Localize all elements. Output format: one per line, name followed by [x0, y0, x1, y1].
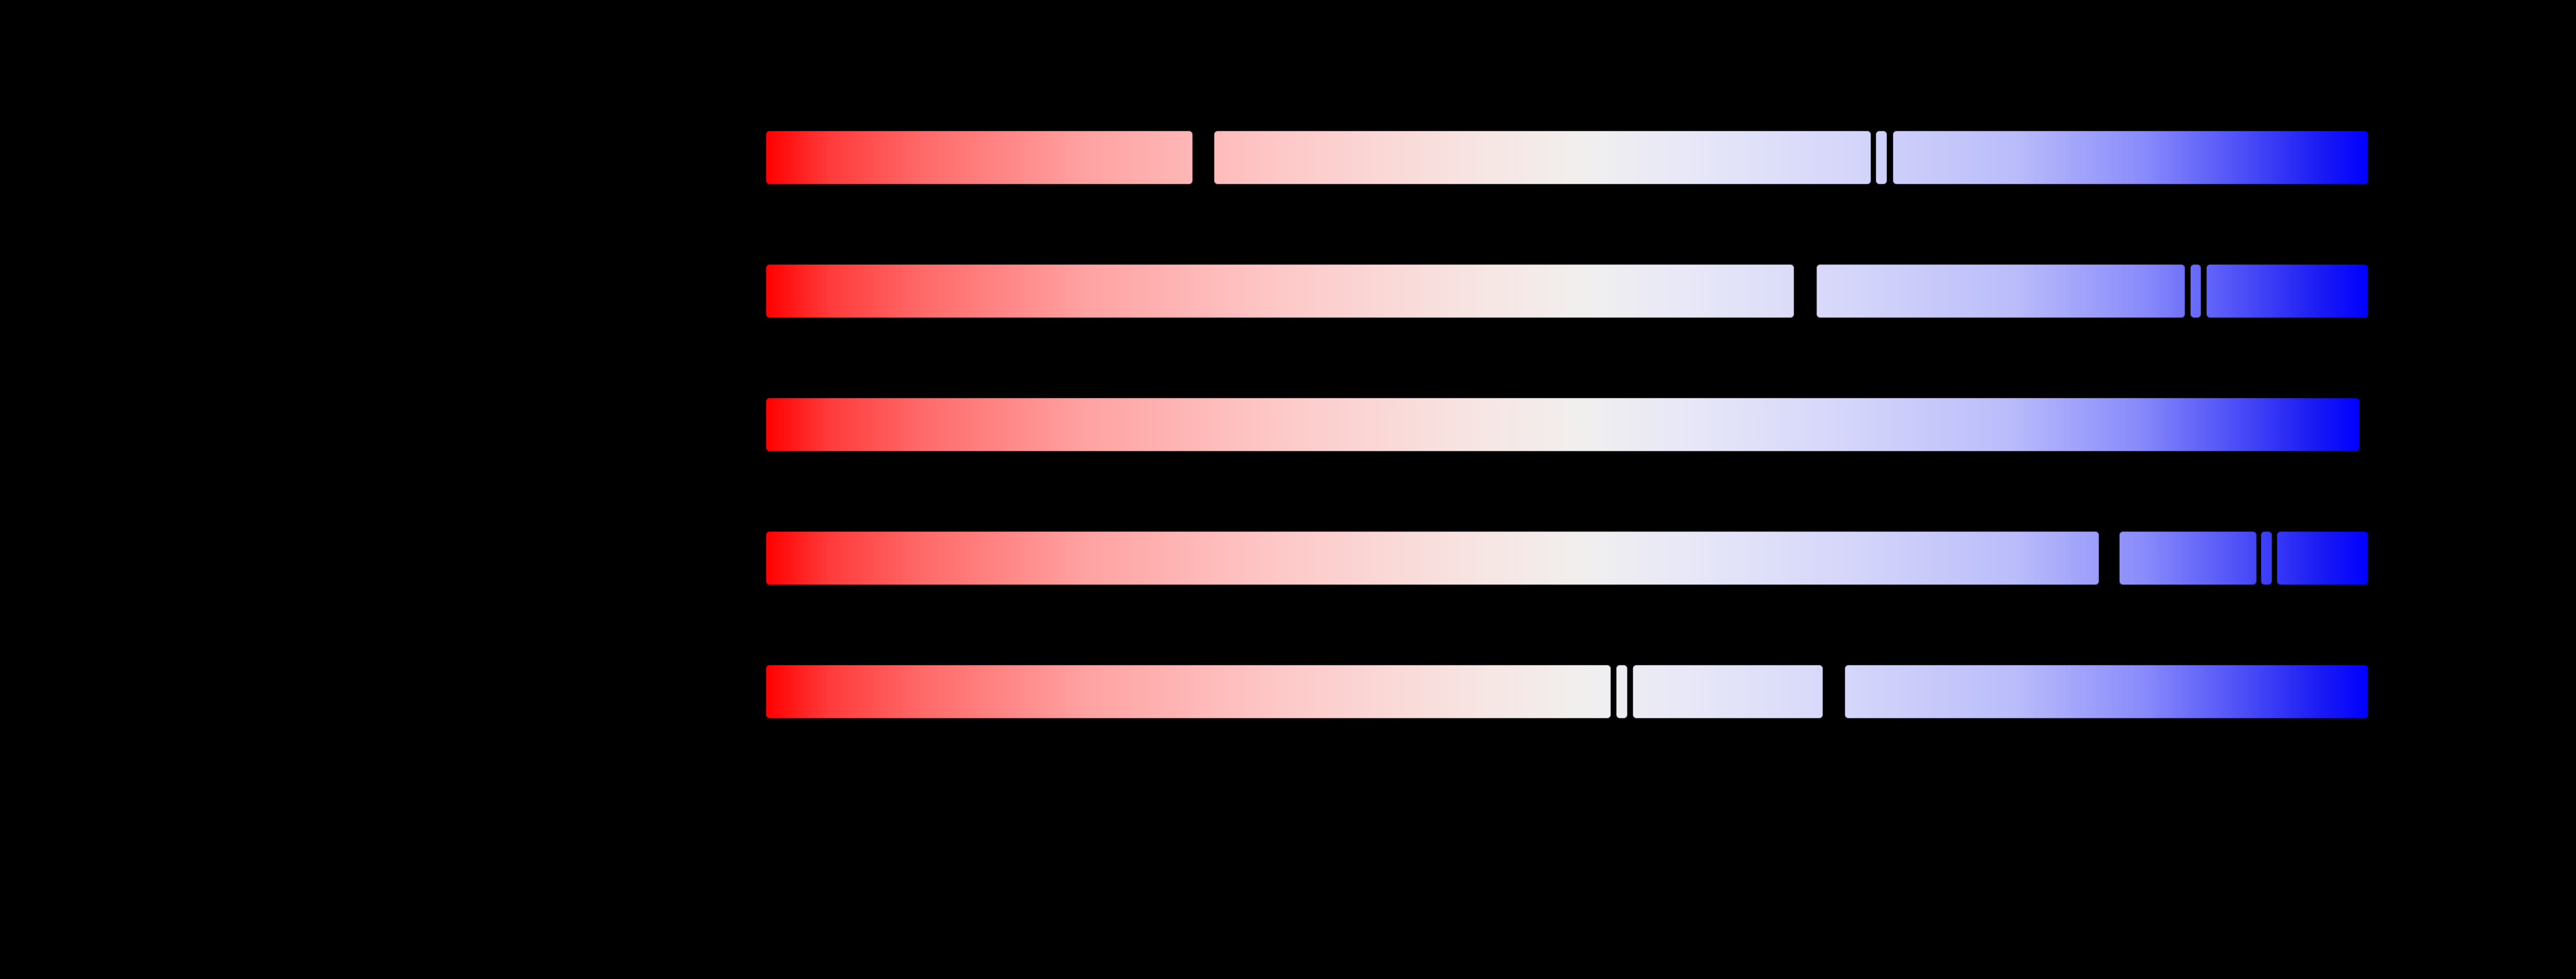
bar-segment [766, 531, 2099, 585]
bar-segment [2190, 264, 2201, 318]
bar-segment [2206, 264, 2368, 318]
gradient-bar-row-1 [766, 131, 2368, 184]
bar-segment [766, 665, 1611, 718]
gradient-bar-row-3 [766, 398, 2360, 451]
bar-segment [2261, 531, 2272, 585]
bar-segment [2277, 531, 2368, 585]
bar-segment [1816, 264, 2185, 318]
bar-segment [1845, 665, 2368, 718]
bar-segment [1633, 665, 1823, 718]
bar-segment [1616, 665, 1627, 718]
gradient-bar-row-2 [766, 264, 2368, 318]
bar-segment [2119, 531, 2257, 585]
gradient-bar-row-5 [766, 665, 2368, 718]
bar-segment [1876, 131, 1887, 184]
gradient-bar-row-4 [766, 531, 2368, 585]
bar-segment [1893, 131, 2368, 184]
bar-segment [766, 131, 1193, 184]
bar-segment [766, 264, 1794, 318]
bar-segment [766, 398, 2360, 451]
bar-segment [1214, 131, 1871, 184]
